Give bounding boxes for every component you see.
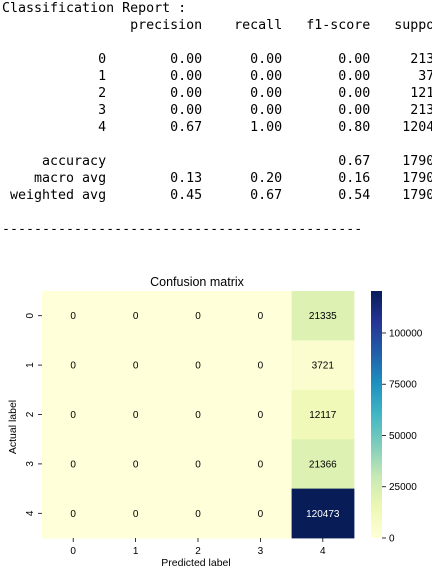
colorbar bbox=[371, 291, 382, 538]
report-summary-row: accuracy 0.67 179012 bbox=[2, 154, 432, 169]
heatmap-cell-label: 0 bbox=[195, 361, 201, 372]
heatmap-cell bbox=[104, 340, 168, 391]
heatmap-cell bbox=[291, 291, 355, 341]
heatmap-cell-label: 120473 bbox=[306, 509, 340, 520]
heatmap-cell bbox=[229, 389, 292, 440]
heatmap-cell-label: 21335 bbox=[309, 311, 337, 322]
heatmap-cell-label: 0 bbox=[258, 410, 264, 421]
y-tick-label: 0 bbox=[25, 312, 36, 318]
report-separator: ----------------------------------------… bbox=[2, 222, 363, 237]
heatmap-cell-label: 0 bbox=[195, 509, 201, 520]
report-row: 1 0.00 0.00 0.00 3721 bbox=[2, 69, 432, 84]
x-axis-label: Predicted label bbox=[161, 557, 230, 569]
heatmap-cell bbox=[104, 291, 168, 341]
heatmap-cell bbox=[291, 439, 355, 489]
report-row: 0 0.00 0.00 0.00 21335 bbox=[2, 52, 432, 67]
report-header: precision recall f1-score support bbox=[130, 18, 432, 33]
heatmap-cell bbox=[291, 488, 355, 539]
colorbar-tick-label: 75000 bbox=[389, 380, 417, 391]
y-axis-ticks: 0 1 2 3 4 bbox=[25, 312, 42, 516]
heatmap-cell bbox=[166, 488, 230, 539]
y-tick-label: 2 bbox=[25, 411, 36, 417]
heatmap-cell bbox=[42, 340, 105, 391]
x-axis-ticks: 0 1 2 3 4 bbox=[70, 538, 326, 557]
heatmap-cell-label: 0 bbox=[258, 459, 264, 470]
heatmap-cell-label: 0 bbox=[133, 410, 139, 421]
heatmap-cell bbox=[229, 488, 292, 539]
x-tick-label: 0 bbox=[70, 546, 76, 557]
colorbar-tick-label: 25000 bbox=[389, 482, 417, 493]
heatmap-cell-label: 0 bbox=[133, 509, 139, 520]
heatmap-cell-label: 0 bbox=[70, 361, 76, 372]
heatmap-cell-label: 12117 bbox=[309, 410, 337, 421]
heatmap-cell-label: 0 bbox=[70, 509, 76, 520]
report-summary-row: weighted avg 0.45 0.67 0.54 179012 bbox=[2, 188, 432, 203]
heatmap-cell-label: 0 bbox=[133, 311, 139, 322]
heatmap-cell bbox=[104, 389, 168, 440]
heatmap-cell bbox=[229, 439, 292, 489]
x-tick-label: 1 bbox=[133, 546, 139, 557]
heatmap-cell-label: 3721 bbox=[312, 361, 335, 372]
heatmap-cell bbox=[104, 439, 168, 489]
heatmap-cell-label: 0 bbox=[195, 311, 201, 322]
colorbar-ticks: 0 25000 50000 75000 100000 bbox=[382, 328, 423, 545]
classification-report: Classification Report : precision recall… bbox=[2, 0, 432, 238]
x-tick-label: 2 bbox=[195, 546, 201, 557]
heatmap-cell-label: 0 bbox=[258, 509, 264, 520]
chart-title: Confusion matrix bbox=[150, 275, 245, 289]
report-row: 3 0.00 0.00 0.00 21366 bbox=[2, 103, 432, 118]
heatmap-cell-label: 21366 bbox=[309, 459, 337, 470]
y-axis-label: Actual label bbox=[7, 400, 19, 454]
heatmap-cell-label: 0 bbox=[195, 459, 201, 470]
heatmap-cell bbox=[229, 340, 292, 391]
heatmap-cell-label: 0 bbox=[133, 361, 139, 372]
report-title: Classification Report : bbox=[2, 1, 187, 16]
heatmap-cell bbox=[42, 488, 105, 539]
heatmap-cell bbox=[104, 488, 168, 539]
colorbar-tick-label: 0 bbox=[389, 534, 395, 545]
heatmap-cell bbox=[42, 291, 105, 341]
heatmap-cell bbox=[291, 340, 355, 391]
heatmap-cell bbox=[291, 389, 355, 440]
heatmap-cell bbox=[42, 389, 105, 440]
heatmap-cell bbox=[166, 291, 230, 341]
heatmap-cell-label: 0 bbox=[133, 459, 139, 470]
colorbar-tick-label: 50000 bbox=[389, 431, 417, 442]
report-row: 2 0.00 0.00 0.00 12117 bbox=[2, 86, 432, 101]
heatmap-cell bbox=[166, 340, 230, 391]
heatmap-cell-label: 0 bbox=[70, 410, 76, 421]
heatmap-cell-label: 0 bbox=[70, 459, 76, 470]
report-summary-row: macro avg 0.13 0.20 0.16 179012 bbox=[2, 171, 432, 186]
heatmap-cell bbox=[42, 439, 105, 489]
y-tick-label: 4 bbox=[25, 510, 36, 516]
heatmap-cell-label: 0 bbox=[70, 311, 76, 322]
y-tick-label: 3 bbox=[25, 461, 36, 467]
heatmap-cells: 0 0 0 0 21335 0 0 0 0 3721 0 0 0 0 12117 0 0 0 0 21366 0 0 0 0 1… bbox=[42, 291, 355, 539]
heatmap-cell-label: 0 bbox=[195, 410, 201, 421]
x-tick-label: 4 bbox=[320, 546, 326, 557]
heatmap-cell bbox=[166, 389, 230, 440]
x-tick-label: 3 bbox=[258, 546, 264, 557]
heatmap-cell bbox=[166, 439, 230, 489]
report-row: 4 0.67 1.00 0.80 120473 bbox=[2, 120, 432, 135]
heatmap-cell-label: 0 bbox=[258, 361, 264, 372]
y-tick-label: 1 bbox=[25, 362, 36, 368]
heatmap-cell bbox=[229, 291, 292, 341]
colorbar-tick-label: 100000 bbox=[389, 328, 423, 339]
heatmap-cell-label: 0 bbox=[258, 311, 264, 322]
